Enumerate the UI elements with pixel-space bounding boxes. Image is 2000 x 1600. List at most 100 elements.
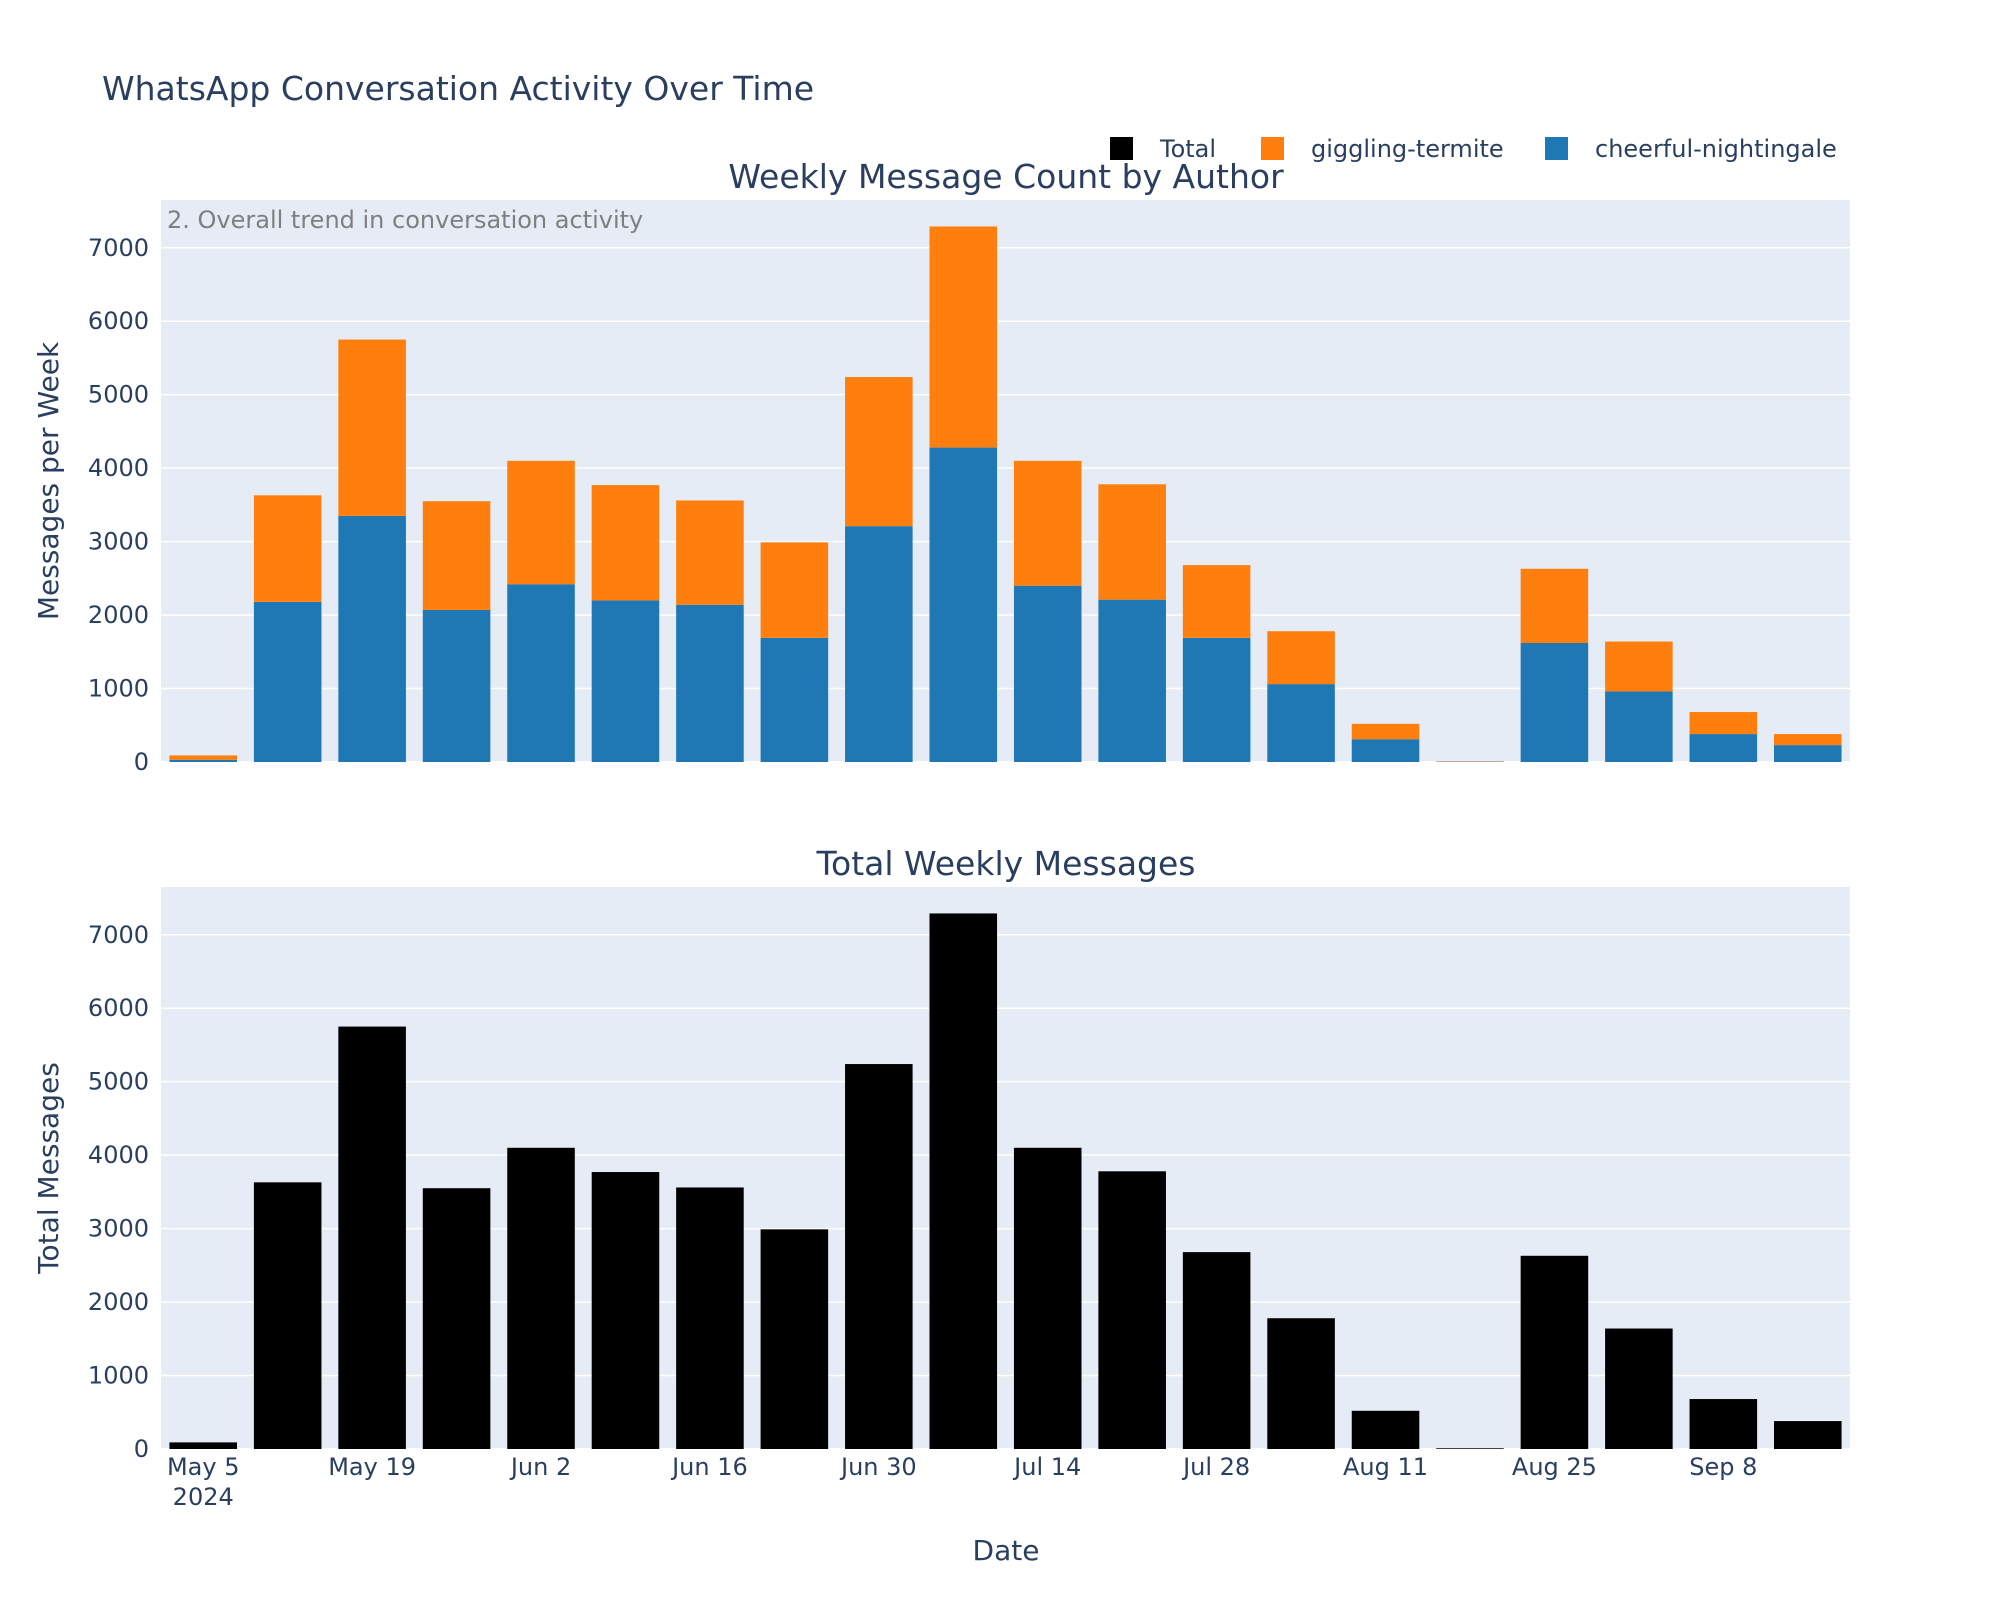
stacked-bar-panel: Weekly Message Count by Author 0 1000 2000…	[32, 157, 1850, 776]
bar-giggling-termite[interactable]	[845, 377, 913, 527]
y-tick-label: 0	[134, 1435, 149, 1463]
x-tick-label: Aug 25	[1512, 1453, 1597, 1481]
y-tick-label: 2000	[88, 601, 149, 629]
bar-giggling-termite[interactable]	[507, 460, 575, 585]
bar-total[interactable]	[845, 1064, 913, 1449]
legend-swatch-cheerful-nightingale	[1545, 137, 1568, 160]
x-axis-label: Date	[973, 1534, 1040, 1567]
bar-total[interactable]	[422, 1188, 491, 1449]
bar-cheerful-nightingale[interactable]	[1605, 691, 1673, 762]
bar-giggling-termite[interactable]	[676, 500, 744, 605]
bar-cheerful-nightingale[interactable]	[760, 637, 829, 762]
plot-area-top	[161, 200, 1850, 762]
y-tick-label: 1000	[88, 1362, 149, 1390]
bar-total[interactable]	[1098, 1171, 1166, 1449]
legend: Total giggling-termite cheerful-nighting…	[1110, 135, 1837, 163]
plot-area-bottom	[161, 887, 1850, 1449]
bar-cheerful-nightingale[interactable]	[1182, 637, 1251, 762]
bar-giggling-termite[interactable]	[1605, 641, 1673, 692]
bar-giggling-termite[interactable]	[1098, 484, 1166, 600]
x-tick-label: May 5 2024	[167, 1453, 240, 1511]
bar-cheerful-nightingale[interactable]	[1267, 684, 1335, 762]
bar-total[interactable]	[1267, 1318, 1335, 1449]
bar-cheerful-nightingale[interactable]	[507, 584, 575, 762]
bar-giggling-termite[interactable]	[1773, 734, 1842, 746]
y-tick-label: 7000	[88, 921, 149, 949]
figure-title: WhatsApp Conversation Activity Over Time	[102, 69, 814, 108]
y-tick-label: 5000	[88, 381, 149, 409]
bar-giggling-termite[interactable]	[1267, 631, 1335, 685]
bar-giggling-termite[interactable]	[253, 495, 322, 602]
bar-total[interactable]	[1520, 1255, 1589, 1449]
bar-cheerful-nightingale[interactable]	[253, 601, 322, 762]
y-ticks-bottom: 0 1000 2000 3000 4000 5000 6000 7000	[88, 921, 149, 1463]
bar-cheerful-nightingale[interactable]	[676, 604, 744, 762]
legend-item-cheerful-nightingale[interactable]: cheerful-nightingale	[1545, 135, 1837, 163]
bar-total[interactable]	[1351, 1410, 1420, 1449]
bar-total[interactable]	[1605, 1328, 1673, 1449]
bar-total[interactable]	[1773, 1421, 1842, 1449]
legend-item-total[interactable]: Total	[1110, 135, 1216, 163]
y-ticks-top: 0 1000 2000 3000 4000 5000 6000 7000	[88, 234, 149, 776]
bar-giggling-termite[interactable]	[1351, 723, 1420, 740]
bar-giggling-termite[interactable]	[169, 755, 238, 760]
x-tick-label: May 19	[328, 1453, 416, 1481]
legend-item-giggling-termite[interactable]: giggling-termite	[1261, 135, 1504, 163]
y-tick-label: 2000	[88, 1288, 149, 1316]
legend-label-total: Total	[1159, 135, 1216, 163]
bar-cheerful-nightingale[interactable]	[338, 515, 406, 762]
annotation-trend: 2. Overall trend in conversation activit…	[167, 206, 643, 234]
bar-cheerful-nightingale[interactable]	[169, 759, 238, 762]
bar-total[interactable]	[253, 1182, 322, 1449]
bar-giggling-termite[interactable]	[422, 501, 491, 610]
panel-title-top: Weekly Message Count by Author	[728, 157, 1284, 196]
bar-total[interactable]	[1182, 1252, 1251, 1449]
bar-total[interactable]	[1689, 1399, 1758, 1449]
y-tick-label: 7000	[88, 234, 149, 262]
bar-total[interactable]	[676, 1187, 744, 1449]
bar-cheerful-nightingale[interactable]	[1520, 642, 1589, 762]
bar-cheerful-nightingale[interactable]	[1773, 745, 1842, 762]
y-tick-label: 4000	[88, 1141, 149, 1169]
bar-giggling-termite[interactable]	[1013, 460, 1082, 586]
bar-total[interactable]	[760, 1229, 829, 1449]
bar-giggling-termite[interactable]	[929, 226, 998, 448]
y-tick-label: 5000	[88, 1068, 149, 1096]
x-tick-label: Sep 8	[1689, 1453, 1757, 1481]
bar-total[interactable]	[591, 1172, 660, 1449]
x-tick-label: Jun 16	[670, 1453, 748, 1481]
bar-cheerful-nightingale[interactable]	[1351, 739, 1420, 762]
bar-total[interactable]	[929, 913, 998, 1449]
bar-cheerful-nightingale[interactable]	[1013, 585, 1082, 762]
y-tick-label: 4000	[88, 454, 149, 482]
y-axis-label-top: Messages per Week	[32, 341, 65, 620]
bar-total[interactable]	[338, 1026, 406, 1449]
bar-giggling-termite[interactable]	[591, 485, 660, 601]
y-tick-label: 3000	[88, 1215, 149, 1243]
bar-giggling-termite[interactable]	[338, 339, 406, 516]
bar-total[interactable]	[169, 1442, 238, 1449]
bar-giggling-termite[interactable]	[1689, 712, 1758, 735]
bar-cheerful-nightingale[interactable]	[929, 447, 998, 762]
bar-total[interactable]	[507, 1147, 575, 1449]
bar-giggling-termite[interactable]	[760, 542, 829, 638]
bar-cheerful-nightingale[interactable]	[422, 609, 491, 762]
bar-cheerful-nightingale[interactable]	[591, 600, 660, 762]
x-tick-label: Jul 14	[1012, 1453, 1081, 1481]
bar-total[interactable]	[1436, 1448, 1504, 1449]
legend-label-giggling-termite: giggling-termite	[1311, 135, 1504, 163]
bars-top	[169, 226, 1842, 762]
bar-cheerful-nightingale[interactable]	[845, 526, 913, 762]
bar-cheerful-nightingale[interactable]	[1098, 599, 1166, 762]
bar-giggling-termite[interactable]	[1520, 568, 1589, 643]
x-tick-label: Jul 28	[1181, 1453, 1250, 1481]
bars-bottom	[169, 913, 1842, 1449]
bar-cheerful-nightingale[interactable]	[1689, 734, 1758, 762]
panel-title-bottom: Total Weekly Messages	[816, 844, 1196, 883]
x-tick-label: Jun 2	[509, 1453, 571, 1481]
total-bar-panel: Total Weekly Messages 0 1000 2000 3000 4000 5…	[32, 844, 1850, 1567]
bar-total[interactable]	[1013, 1147, 1082, 1449]
y-tick-label: 1000	[88, 675, 149, 703]
bar-giggling-termite[interactable]	[1182, 565, 1251, 638]
